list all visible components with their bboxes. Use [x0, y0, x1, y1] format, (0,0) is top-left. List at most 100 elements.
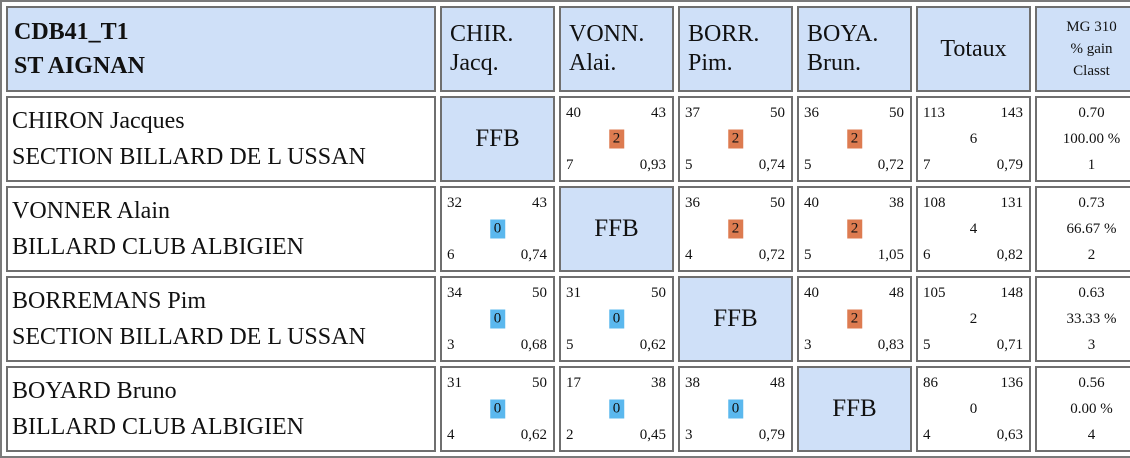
match-distance: 43 — [651, 105, 666, 121]
match-cell: 40 43 2 7 0,93 — [559, 96, 674, 182]
total-result: 6 — [969, 131, 978, 147]
mg-header-line3: Classt — [1073, 63, 1110, 79]
player-cell: CHIRON Jacques SECTION BILLARD DE L USSAN — [6, 96, 436, 182]
match-distance: 38 — [889, 195, 904, 211]
total-average: 0,71 — [996, 337, 1023, 353]
result-badge: 2 — [846, 129, 863, 149]
match-cell: 31 50 0 5 0,62 — [559, 276, 674, 362]
match-average: 0,72 — [758, 247, 785, 263]
match-points: 37 — [685, 105, 700, 121]
match-cell: 37 50 2 5 0,74 — [678, 96, 793, 182]
mg-header-line2: % gain — [1070, 41, 1113, 57]
match-reprises: 5 — [685, 157, 693, 173]
match-result: 0 — [608, 309, 625, 329]
totals-cell: 108 131 4 6 0,82 — [916, 186, 1031, 272]
total-reprises: 4 — [923, 427, 931, 443]
match-distance: 50 — [532, 285, 547, 301]
column-header-line1: BOYA. — [807, 21, 879, 47]
player-name: BORREMANS Pim — [12, 288, 207, 314]
match-points: 32 — [447, 195, 462, 211]
total-result: 0 — [969, 401, 978, 417]
match-distance: 48 — [889, 285, 904, 301]
match-reprises: 5 — [566, 337, 574, 353]
total-distance: 136 — [1000, 375, 1024, 391]
total-distance: 148 — [1000, 285, 1024, 301]
totals-cell: 86 136 0 4 0,63 — [916, 366, 1031, 452]
match-reprises: 6 — [447, 247, 455, 263]
mg-header-line1: MG 310 — [1066, 19, 1117, 35]
match-distance: 50 — [889, 105, 904, 121]
totals-cell: 105 148 2 5 0,71 — [916, 276, 1031, 362]
match-average: 0,45 — [639, 427, 666, 443]
match-distance: 38 — [651, 375, 666, 391]
mg-cell: 0.70 100.00 % 1 — [1035, 96, 1130, 182]
total-average: 0,79 — [996, 157, 1023, 173]
total-points: 108 — [923, 195, 946, 211]
match-reprises: 5 — [804, 247, 812, 263]
mg-cell: 0.56 0.00 % 4 — [1035, 366, 1130, 452]
match-points: 31 — [447, 375, 462, 391]
match-result: 2 — [846, 219, 863, 239]
match-cell: 38 48 0 3 0,79 — [678, 366, 793, 452]
match-reprises: 4 — [447, 427, 455, 443]
match-result: 0 — [727, 399, 744, 419]
mg-rank: 3 — [1087, 337, 1096, 353]
match-distance: 50 — [770, 195, 785, 211]
player-club: SECTION BILLARD DE L USSAN — [12, 144, 366, 170]
mg-average: 0.73 — [1078, 195, 1105, 211]
competition-title-cell: CDB41_T1 ST AIGNAN — [6, 6, 436, 92]
mg-gain-percent: 33.33 % — [1066, 311, 1117, 327]
result-badge: 2 — [727, 129, 744, 149]
player-club: BILLARD CLUB ALBIGIEN — [12, 234, 304, 260]
column-header-vonn: VONN. Alai. — [559, 6, 674, 92]
player-club: SECTION BILLARD DE L USSAN — [12, 324, 366, 350]
result-badge: 0 — [608, 399, 625, 419]
match-distance: 48 — [770, 375, 785, 391]
match-average: 0,72 — [877, 157, 904, 173]
column-header-line1: VONN. — [569, 21, 645, 47]
match-distance: 50 — [770, 105, 785, 121]
total-points: 113 — [923, 105, 945, 121]
header-row: CDB41_T1 ST AIGNAN CHIR. Jacq. VONN. Ala… — [6, 6, 1130, 92]
match-points: 31 — [566, 285, 581, 301]
column-header-chir: CHIR. Jacq. — [440, 6, 555, 92]
column-header-line1: CHIR. — [450, 21, 514, 47]
match-average: 0,62 — [520, 427, 547, 443]
mg-rank: 2 — [1087, 247, 1096, 263]
result-badge: 2 — [608, 129, 625, 149]
total-distance: 143 — [1000, 105, 1024, 121]
result-badge: 0 — [489, 309, 506, 329]
mg-gain-percent: 66.67 % — [1066, 221, 1117, 237]
match-result: 2 — [608, 129, 625, 149]
result-badge: 2 — [846, 309, 863, 329]
table-row: BORREMANS Pim SECTION BILLARD DE L USSAN 3… — [6, 276, 1130, 362]
total-result: 2 — [969, 311, 978, 327]
player-name: BOYARD Bruno — [12, 378, 177, 404]
match-points: 34 — [447, 285, 462, 301]
result-badge: 0 — [489, 219, 506, 239]
match-average: 1,05 — [877, 247, 904, 263]
match-cell: 31 50 0 4 0,62 — [440, 366, 555, 452]
match-average: 0,68 — [520, 337, 547, 353]
mg-gain-percent: 100.00 % — [1062, 131, 1121, 147]
match-cell: 34 50 0 3 0,68 — [440, 276, 555, 362]
match-result: 2 — [727, 219, 744, 239]
column-header-borr: BORR. Pim. — [678, 6, 793, 92]
mg-gain-percent: 0.00 % — [1070, 401, 1113, 417]
match-reprises: 3 — [447, 337, 455, 353]
total-points: 105 — [923, 285, 946, 301]
match-result: 0 — [608, 399, 625, 419]
match-cell: 36 50 2 5 0,72 — [797, 96, 912, 182]
result-badge: 2 — [846, 219, 863, 239]
match-result: 0 — [489, 219, 506, 239]
match-reprises: 4 — [685, 247, 693, 263]
result-badge: 0 — [489, 399, 506, 419]
match-reprises: 5 — [804, 157, 812, 173]
mg-average: 0.63 — [1078, 285, 1105, 301]
player-club: BILLARD CLUB ALBIGIEN — [12, 414, 304, 440]
player-cell: BORREMANS Pim SECTION BILLARD DE L USSAN — [6, 276, 436, 362]
match-cell: 17 38 0 2 0,45 — [559, 366, 674, 452]
match-result: 2 — [846, 309, 863, 329]
table-row: CHIRON Jacques SECTION BILLARD DE L USSAN… — [6, 96, 1130, 182]
